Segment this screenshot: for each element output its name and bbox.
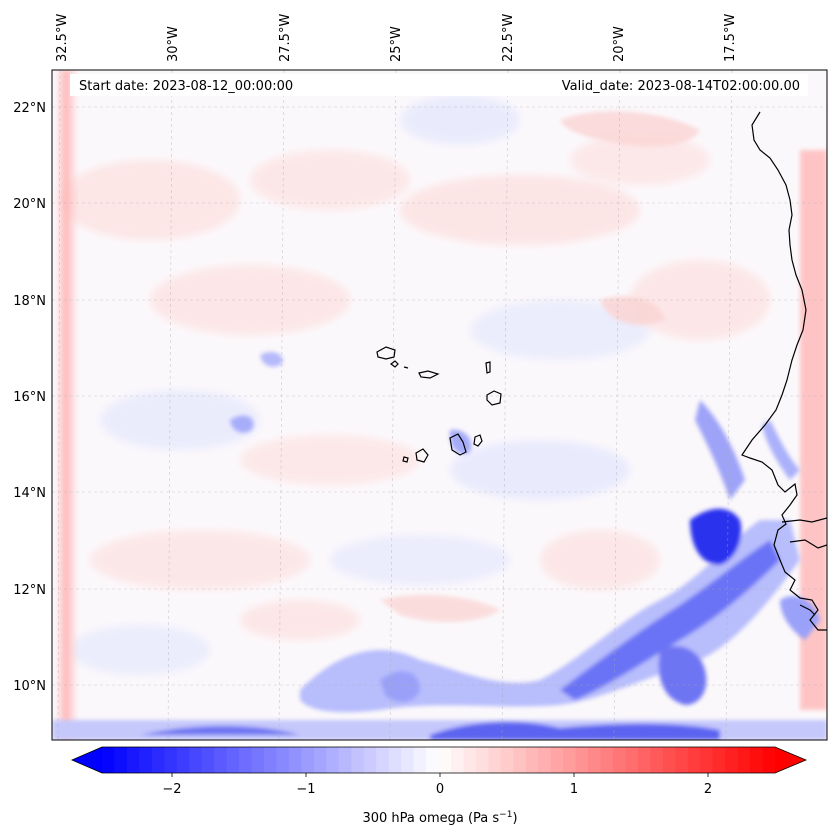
graticule — [52, 70, 827, 740]
colorbar-swatch — [264, 747, 278, 773]
colorbar-swatch — [612, 747, 627, 773]
colorbar-swatch — [151, 747, 165, 773]
colorbar-swatch — [675, 747, 689, 773]
colorbar-swatch — [575, 747, 589, 773]
cape-verde-islands — [376, 346, 502, 463]
colorbar-swatch — [737, 747, 751, 773]
colorbar-swatch — [201, 747, 215, 773]
colorbar-swatch — [176, 747, 190, 773]
colorbar-swatch — [662, 747, 676, 773]
colorbar-swatch — [189, 747, 203, 773]
colorbar-swatch — [388, 747, 402, 773]
lat-label: 10°N — [13, 679, 46, 694]
colorbar-swatch — [426, 747, 440, 773]
lon-label: 22.5°W — [501, 14, 516, 62]
lon-label: 20°W — [612, 26, 627, 62]
colorbar-swatch — [550, 747, 564, 773]
colorbar-swatches — [72, 747, 806, 773]
lon-label: 25°W — [389, 26, 404, 62]
colorbar-swatch — [463, 747, 477, 773]
colorbar-outline — [70, 746, 808, 774]
lat-label: 22°N — [13, 101, 46, 116]
colorbar-swatch — [301, 747, 315, 773]
colorbar-swatch — [226, 747, 240, 773]
colorbar-swatch — [164, 747, 178, 773]
valid-date-label: Valid_date: 2023-08-14T02:00:00.00 — [562, 79, 800, 94]
lat-label: 12°N — [13, 583, 46, 598]
lat-label: 14°N — [13, 486, 46, 501]
colorbar-swatch — [363, 747, 377, 773]
colorbar-swatch — [126, 747, 140, 773]
colorbar-label: 300 hPa omega (Pa s−1) — [362, 810, 517, 826]
colorbar-swatch — [438, 747, 452, 773]
lon-label: 17.5°W — [723, 14, 738, 62]
colorbar-tick-label: 2 — [704, 782, 712, 797]
colorbar-swatch — [114, 747, 128, 773]
colorbar-tick-label: −2 — [162, 782, 181, 797]
colorbar-swatch — [513, 747, 527, 773]
colorbar-max-extension — [775, 747, 806, 773]
colorbar-swatch — [538, 747, 552, 773]
colorbar-swatch — [338, 747, 352, 773]
colorbar-swatch — [239, 747, 253, 773]
colorbar-swatch — [712, 747, 726, 773]
colorbar-swatch — [102, 747, 116, 773]
colorbar-swatch — [450, 747, 465, 773]
colorbar-swatch — [276, 747, 290, 773]
colorbar-swatch — [288, 747, 302, 773]
colorbar-tick-label: −1 — [296, 782, 315, 797]
colorbar-swatch — [700, 747, 714, 773]
map-panel: Start date: 2023-08-12_00:00:00 Valid_da… — [51, 69, 828, 741]
colorbar-swatch — [401, 747, 415, 773]
lat-label: 16°N — [13, 390, 46, 405]
lon-label: 32.5°W — [55, 14, 70, 62]
colorbar-swatch — [376, 747, 390, 773]
colorbar-swatch — [750, 747, 764, 773]
colorbar-swatch — [563, 747, 577, 773]
colorbar-swatch — [500, 747, 514, 773]
colorbar-swatch — [588, 747, 602, 773]
omega-field — [52, 70, 827, 740]
colorbar-ticks — [171, 773, 709, 777]
start-date-label: Start date: 2023-08-12_00:00:00 — [79, 79, 293, 94]
map-frame — [51, 69, 828, 741]
info-strip — [70, 74, 808, 96]
colorbar-swatch — [413, 747, 427, 773]
colorbar-swatch — [313, 747, 327, 773]
colorbar-swatch — [637, 747, 651, 773]
colorbar-swatch — [650, 747, 664, 773]
colorbar-swatch — [762, 747, 776, 773]
africa-coastline — [741, 111, 827, 631]
longitude-labels: 32.5°W 30°W 27.5°W 25°W 22.5°W 20°W 17.5… — [55, 14, 738, 62]
colorbar-swatch — [725, 747, 739, 773]
colorbar-swatch — [475, 747, 489, 773]
lat-label: 18°N — [13, 294, 46, 309]
colorbar-swatch — [251, 747, 265, 773]
lon-label: 30°W — [166, 26, 181, 62]
colorbar-min-extension — [72, 747, 102, 773]
colorbar-swatch — [600, 747, 614, 773]
latitude-labels: 22°N 20°N 18°N 16°N 14°N 12°N 10°N — [13, 101, 46, 694]
lat-label: 20°N — [13, 197, 46, 212]
colorbar-swatch — [351, 747, 365, 773]
colorbar-swatch — [525, 747, 539, 773]
colorbar-swatch — [326, 747, 340, 773]
colorbar-swatch — [214, 747, 228, 773]
colorbar-swatch — [139, 747, 153, 773]
colorbar-swatch — [625, 747, 639, 773]
colorbar-tick-label: 0 — [436, 782, 444, 797]
colorbar-swatch — [687, 747, 701, 773]
colorbar: −2 −1 0 1 2 300 hPa omega (Pa s−1) — [70, 746, 808, 826]
colorbar-tick-label: 1 — [570, 782, 578, 797]
lon-label: 27.5°W — [278, 14, 293, 62]
colorbar-swatch — [488, 747, 502, 773]
